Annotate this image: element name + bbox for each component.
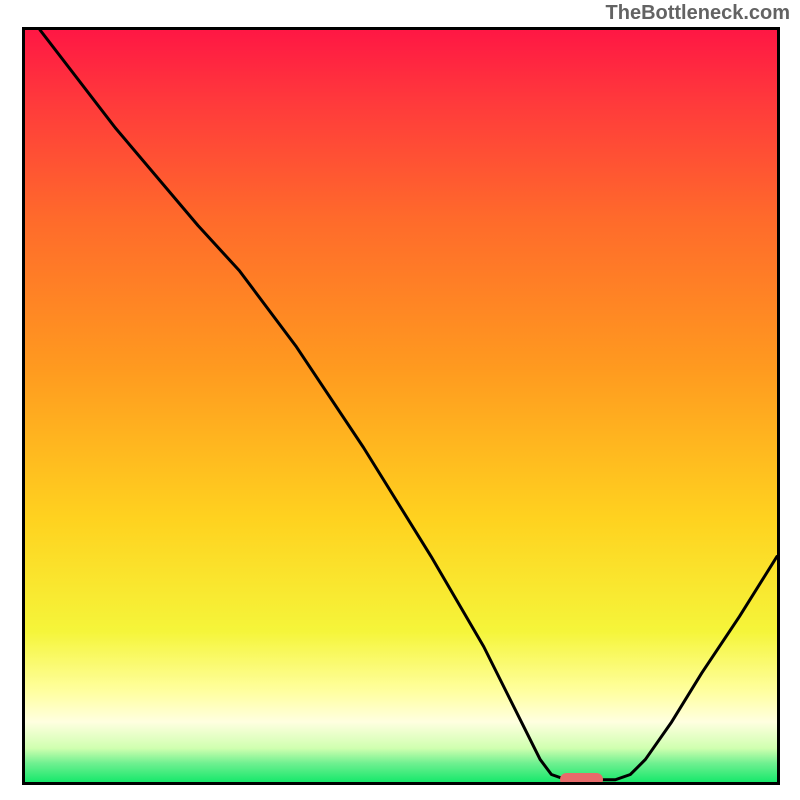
chart-container: TheBottleneck.com: [0, 0, 800, 800]
attribution-text: TheBottleneck.com: [606, 2, 790, 25]
plot-frame: [22, 27, 780, 785]
